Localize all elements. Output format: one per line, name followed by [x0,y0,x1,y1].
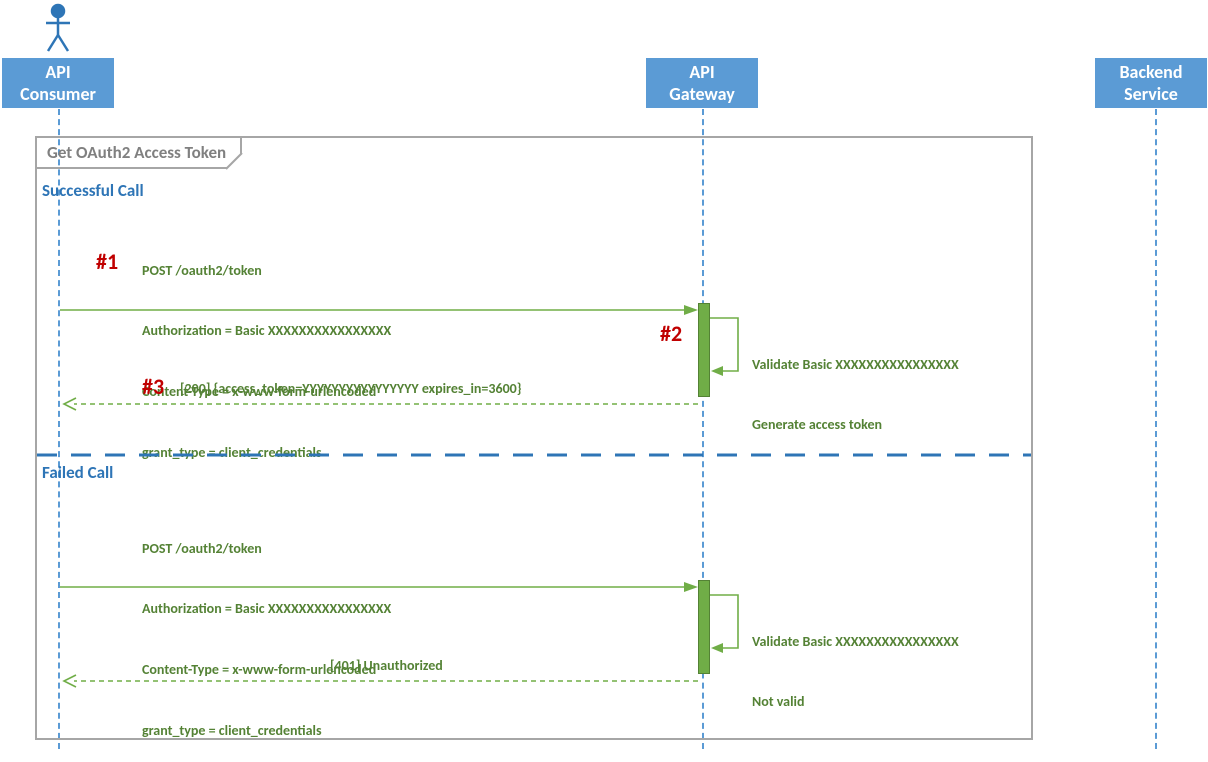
step-2: #2 [660,320,682,347]
resp1-text: [200] {access_token=YYYYYYYYYYYYYYYY exp… [180,380,522,397]
actor-gateway-l1: API [646,61,758,84]
req2-l2: Authorization = Basic XXXXXXXXXXXXXXXX [142,599,391,619]
actor-icon [44,3,72,53]
self2-l2: Not valid [752,692,959,712]
section-success: Successful Call [42,180,144,201]
activation-2 [698,580,710,674]
self2-l1: Validate Basic XXXXXXXXXXXXXXXX [752,632,959,652]
actor-consumer-l2: Consumer [2,83,114,106]
actor-consumer: API Consumer [2,58,114,108]
actor-consumer-l1: API [2,61,114,84]
selfloop-2 [710,590,750,660]
frame-label: Get OAuth2 Access Token [37,138,242,169]
resp2-text: [401] Unauthorized [330,657,443,674]
req2-text: POST /oauth2/token Authorization = Basic… [142,498,391,762]
req2-l1: POST /oauth2/token [142,539,391,559]
req1-l1: POST /oauth2/token [142,261,391,281]
actor-backend-l1: Backend [1095,61,1207,84]
actor-gateway: API Gateway [646,58,758,108]
req1-l2: Authorization = Basic XXXXXXXXXXXXXXXX [142,321,391,341]
arrow-req1 [58,303,702,317]
self2-text: Validate Basic XXXXXXXXXXXXXXXX Not vali… [752,591,959,733]
frame-label-text: Get OAuth2 Access Token [47,142,226,163]
arrow-req2 [58,580,702,594]
activation-1 [698,303,710,397]
step-1: #1 [96,248,118,275]
lifeline-backend [1155,109,1157,749]
req1-text: POST /oauth2/token Authorization = Basic… [142,220,391,484]
self1-l1: Validate Basic XXXXXXXXXXXXXXXX [752,355,959,375]
selfloop-1 [710,313,750,383]
arrow-resp1 [58,397,702,411]
self1-l2: Generate access token [752,415,959,435]
actor-backend-l2: Service [1095,83,1207,106]
arrow-resp2 [58,674,702,688]
req2-l4: grant_type = client_credentials [142,721,391,741]
section-failed: Failed Call [42,462,113,483]
section-divider [37,452,1031,458]
actor-gateway-l2: Gateway [646,83,758,106]
self1-text: Validate Basic XXXXXXXXXXXXXXXX Generate… [752,314,959,456]
step-3: #3 [142,373,164,400]
actor-backend: Backend Service [1095,58,1207,108]
